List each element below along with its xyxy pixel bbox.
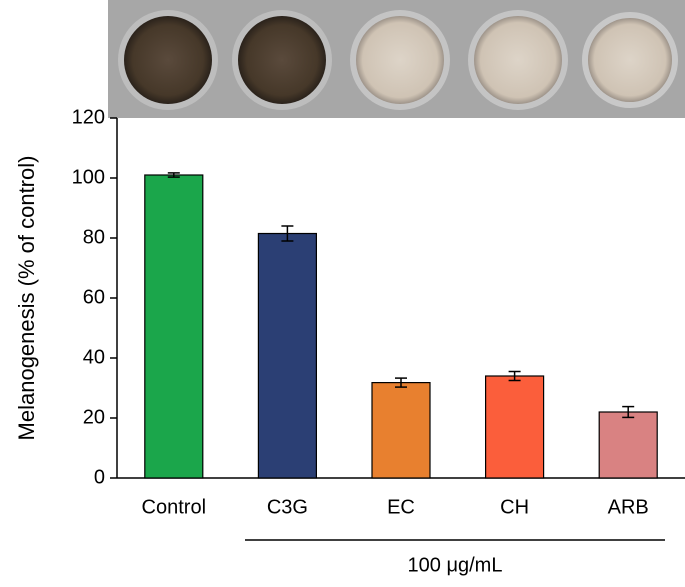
y-tick-label: 20 xyxy=(83,406,105,428)
bar xyxy=(485,375,545,479)
y-tick-label: 40 xyxy=(83,346,105,368)
x-tick-label: EC xyxy=(387,496,415,518)
y-tick-label: 60 xyxy=(83,286,105,308)
x-tick-label: C3G xyxy=(267,496,308,518)
x-tick-label: CH xyxy=(500,496,529,518)
bar xyxy=(598,411,658,479)
y-tick-label: 80 xyxy=(83,226,105,248)
y-tick-label: 100 xyxy=(72,166,105,188)
x-tick-label: Control xyxy=(142,496,206,518)
bar xyxy=(371,382,431,479)
bar xyxy=(144,174,204,479)
x-tick-label: ARB xyxy=(608,496,649,518)
y-tick-label: 120 xyxy=(72,106,105,128)
y-axis-label: Melanogenesis (% of control) xyxy=(14,156,39,441)
y-tick-label: 0 xyxy=(94,466,105,488)
well-photo xyxy=(108,0,685,118)
bar xyxy=(257,232,317,479)
annotation: 100 μg/mL xyxy=(408,554,503,576)
